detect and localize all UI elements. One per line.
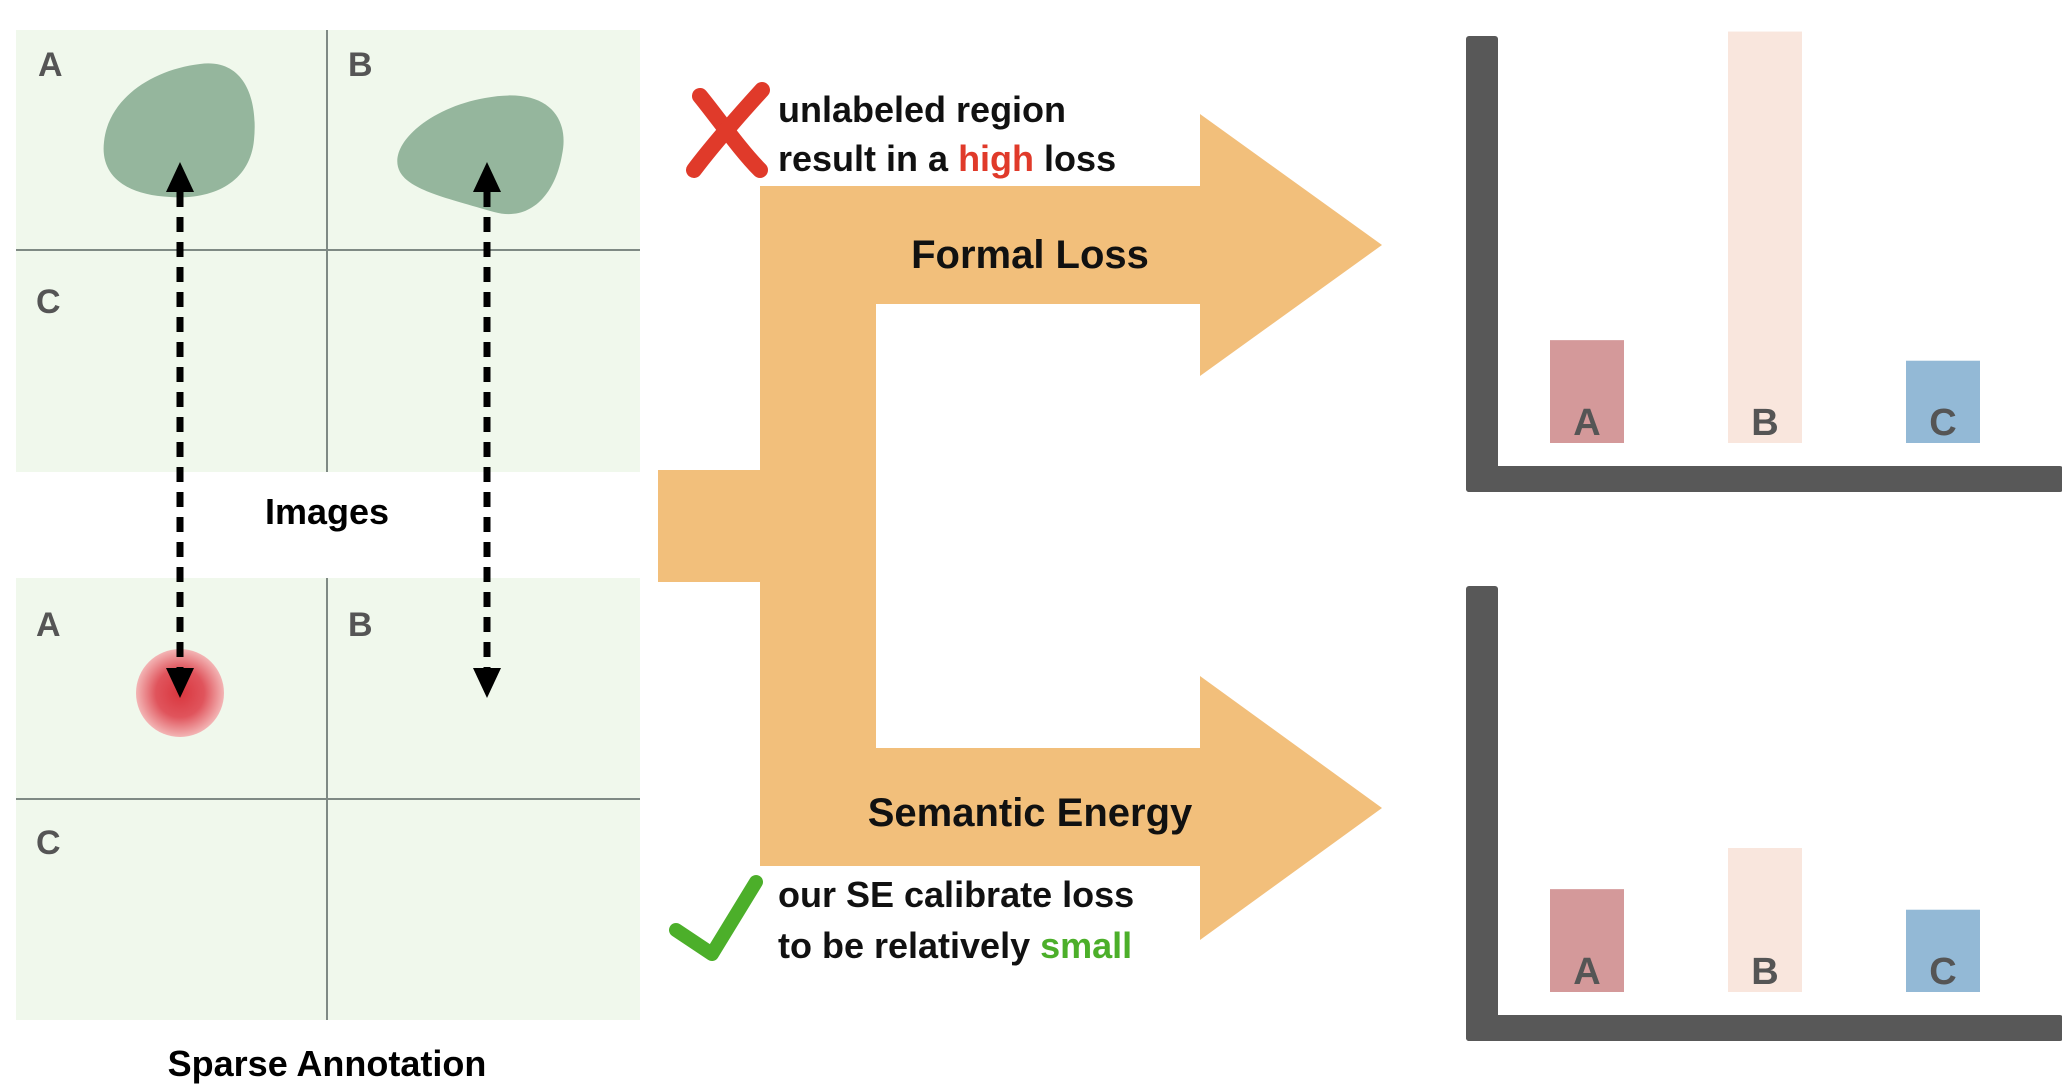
flow-stem bbox=[658, 470, 762, 582]
correspondence-arrow-a bbox=[166, 162, 194, 698]
formal-loss-label: Formal Loss bbox=[911, 233, 1149, 277]
formal-loss-bar-a bbox=[1550, 340, 1624, 443]
images-panel: A B C Images bbox=[16, 30, 640, 532]
formal-loss-bar-label-a: A bbox=[1573, 402, 1600, 444]
semantic-energy-bar-a bbox=[1550, 889, 1624, 992]
semantic-energy-arrow bbox=[760, 676, 1382, 940]
semantic-energy-bar-c bbox=[1906, 909, 1980, 992]
formal-loss-chart-y-axis bbox=[1466, 36, 1498, 492]
semantic-energy-bar-label-b: B bbox=[1751, 951, 1778, 993]
flow-arrows: Formal Loss Semantic Energy bbox=[658, 114, 1382, 940]
annotation-cell-a-label: A bbox=[36, 606, 61, 644]
semantic-energy-label: Semantic Energy bbox=[868, 791, 1193, 835]
formal-loss-bar-c bbox=[1906, 360, 1980, 443]
formal-loss-chart-x-axis bbox=[1466, 466, 2062, 492]
images-caption: Images bbox=[265, 491, 389, 532]
formal-loss-bar-b bbox=[1728, 31, 1802, 443]
formal-loss-chart: A B C bbox=[1466, 31, 2062, 492]
formal-loss-note: unlabeled region result in a high loss bbox=[686, 82, 1116, 179]
arrowhead-up-b bbox=[473, 162, 501, 192]
annotation-panel: A B C Sparse Annotation bbox=[16, 578, 640, 1084]
annotation-caption: Sparse Annotation bbox=[168, 1043, 487, 1084]
arrowhead-down-a bbox=[166, 668, 194, 698]
semantic-energy-chart: A B C bbox=[1466, 586, 2062, 1041]
semantic-energy-note: our SE calibrate loss to be relatively s… bbox=[669, 874, 1134, 966]
semantic-energy-bar-label-a: A bbox=[1573, 951, 1600, 993]
semantic-energy-chart-y-axis bbox=[1466, 586, 1498, 1041]
semantic-energy-chart-x-axis bbox=[1466, 1015, 2062, 1041]
red-cross-icon bbox=[686, 82, 770, 178]
annotation-cell-b-label: B bbox=[348, 606, 373, 644]
images-cell-b-label: B bbox=[348, 46, 373, 84]
arrowhead-down-b bbox=[473, 668, 501, 698]
formal-loss-bar-label-c: C bbox=[1929, 402, 1956, 444]
object-blob-b bbox=[397, 95, 564, 215]
semantic-energy-bar-b bbox=[1728, 848, 1802, 992]
formal-loss-note-line2: result in a high loss bbox=[778, 138, 1116, 179]
annotation-cell-c-label: C bbox=[36, 824, 61, 862]
formal-loss-arrow bbox=[760, 114, 1382, 376]
object-blob-a bbox=[103, 63, 255, 198]
correspondence-arrow-b bbox=[473, 162, 501, 698]
small-highlight: small bbox=[1040, 925, 1132, 966]
green-check-icon bbox=[669, 875, 763, 961]
semantic-energy-note-line1: our SE calibrate loss bbox=[778, 874, 1134, 915]
images-cell-a-label: A bbox=[38, 46, 63, 84]
arrowhead-up-a bbox=[166, 162, 194, 192]
semantic-energy-bar-label-c: C bbox=[1929, 951, 1956, 993]
images-cell-c-label: C bbox=[36, 283, 61, 321]
formal-loss-bar-label-b: B bbox=[1751, 402, 1778, 444]
high-highlight: high bbox=[958, 138, 1034, 179]
formal-loss-note-line1: unlabeled region bbox=[778, 89, 1066, 130]
semantic-energy-note-line2: to be relatively small bbox=[778, 925, 1132, 966]
